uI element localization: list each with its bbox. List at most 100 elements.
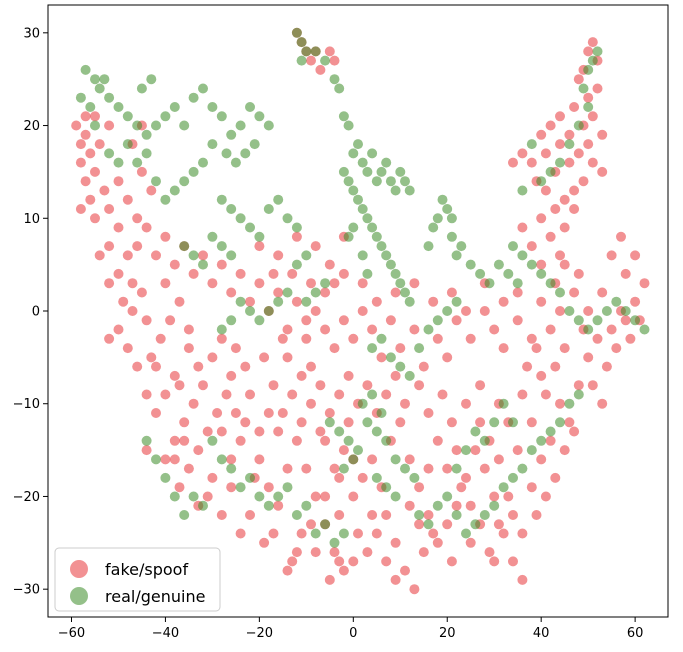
point-real-genuine-114 xyxy=(512,278,523,289)
point-fake-spoof-229 xyxy=(174,380,185,391)
point-fake-spoof-136 xyxy=(385,315,396,326)
point-real-genuine-40 xyxy=(122,139,133,150)
point-real-genuine-211 xyxy=(273,296,284,307)
point-fake-spoof-58 xyxy=(277,408,288,418)
point-real-genuine-5 xyxy=(94,83,105,94)
point-fake-spoof-179 xyxy=(353,528,363,539)
point-fake-spoof-25 xyxy=(122,343,133,354)
point-fake-spoof-43 xyxy=(183,463,194,474)
point-real-genuine-64 xyxy=(334,83,345,94)
point-fake-spoof-104 xyxy=(555,398,565,409)
point-fake-spoof-14 xyxy=(94,250,105,261)
point-fake-spoof-254 xyxy=(493,454,504,465)
point-fake-spoof-72 xyxy=(381,510,392,520)
point-real-genuine-111 xyxy=(484,278,495,289)
point-real-genuine-16 xyxy=(169,102,180,112)
point-real-genuine-61 xyxy=(310,46,321,57)
point-fake-spoof-102 xyxy=(517,389,528,400)
point-fake-spoof-275 xyxy=(583,92,594,103)
point-real-genuine-218 xyxy=(291,259,302,270)
point-fake-spoof-223 xyxy=(230,343,241,354)
point-fake-spoof-137 xyxy=(376,352,387,363)
point-real-genuine-197 xyxy=(470,426,481,437)
point-fake-spoof-153 xyxy=(226,287,237,298)
point-fake-spoof-279 xyxy=(587,111,598,122)
point-real-genuine-69 xyxy=(353,139,363,150)
point-real-genuine-24 xyxy=(245,102,255,112)
point-real-genuine-71 xyxy=(362,166,373,177)
point-fake-spoof-29 xyxy=(165,315,176,326)
point-fake-spoof-181 xyxy=(381,556,392,567)
point-fake-spoof-342 xyxy=(301,315,312,326)
point-real-genuine-46 xyxy=(245,222,255,233)
point-fake-spoof-76 xyxy=(334,510,345,520)
point-real-genuine-6 xyxy=(104,92,115,103)
point-fake-spoof-270 xyxy=(583,46,594,57)
point-fake-spoof-107 xyxy=(583,352,594,363)
legend-marker-real-genuine xyxy=(70,587,88,605)
y-tick-label: −30 xyxy=(13,583,40,598)
point-fake-spoof-285 xyxy=(597,166,608,177)
point-fake-spoof-68 xyxy=(338,565,349,576)
point-fake-spoof-24 xyxy=(104,333,115,344)
legend-label-real-genuine: real/genuine xyxy=(105,587,205,606)
point-fake-spoof-351 xyxy=(461,306,471,316)
point-fake-spoof-109 xyxy=(601,361,612,372)
point-fake-spoof-313 xyxy=(306,55,316,66)
point-real-genuine-49 xyxy=(273,194,284,205)
point-fake-spoof-219 xyxy=(273,426,284,437)
point-real-genuine-175 xyxy=(414,510,425,520)
point-fake-spoof-130 xyxy=(451,315,462,326)
point-fake-spoof-332 xyxy=(104,120,115,131)
point-fake-spoof-10 xyxy=(90,213,100,224)
point-real-genuine-17 xyxy=(179,120,190,131)
point-fake-spoof-108 xyxy=(592,333,603,344)
point-real-genuine-3 xyxy=(75,92,86,103)
point-real-genuine-170 xyxy=(301,500,312,511)
point-fake-spoof-86 xyxy=(432,537,443,548)
point-fake-spoof-48 xyxy=(245,389,255,400)
y-tick-label: 10 xyxy=(23,212,40,227)
point-real-genuine-180 xyxy=(461,528,471,539)
point-fake-spoof-3 xyxy=(75,157,86,168)
point-fake-spoof-70 xyxy=(362,547,373,558)
point-fake-spoof-282 xyxy=(573,148,584,159)
point-real-genuine-138 xyxy=(545,166,556,177)
point-fake-spoof-302 xyxy=(559,222,570,233)
point-fake-spoof-2 xyxy=(80,129,91,140)
point-fake-spoof-236 xyxy=(329,278,340,289)
point-fake-spoof-18 xyxy=(118,296,129,307)
point-fake-spoof-147 xyxy=(282,324,293,335)
point-fake-spoof-177 xyxy=(324,574,335,585)
y-tick-label: 0 xyxy=(32,305,40,320)
point-fake-spoof-346 xyxy=(371,296,382,307)
point-fake-spoof-96 xyxy=(489,556,500,567)
point-fake-spoof-245 xyxy=(414,519,425,530)
point-fake-spoof-113 xyxy=(639,278,650,289)
point-fake-spoof-316 xyxy=(324,46,335,57)
point-fake-spoof-9 xyxy=(75,204,86,214)
point-fake-spoof-214 xyxy=(324,408,335,418)
point-real-genuine-77 xyxy=(390,185,401,196)
point-fake-spoof-291 xyxy=(545,120,556,131)
point-fake-spoof-159 xyxy=(169,259,180,270)
point-fake-spoof-5 xyxy=(90,166,100,177)
point-fake-spoof-65 xyxy=(310,491,321,502)
point-fake-spoof-184 xyxy=(428,528,439,539)
point-fake-spoof-191 xyxy=(517,528,528,539)
point-real-genuine-165 xyxy=(254,491,265,502)
series-real-genuine xyxy=(75,27,650,548)
point-real-genuine-37 xyxy=(151,176,161,187)
point-real-genuine-120 xyxy=(555,287,565,298)
point-real-genuine-85 xyxy=(357,204,368,214)
point-real-genuine-38 xyxy=(141,148,152,159)
point-fake-spoof-290 xyxy=(555,139,565,150)
point-real-genuine-174 xyxy=(338,528,349,539)
point-real-genuine-55 xyxy=(198,259,208,270)
point-fake-spoof-308 xyxy=(526,241,537,252)
point-fake-spoof-74 xyxy=(400,565,410,576)
point-real-genuine-118 xyxy=(536,268,547,279)
point-fake-spoof-51 xyxy=(263,482,274,493)
point-fake-spoof-182 xyxy=(390,574,401,585)
